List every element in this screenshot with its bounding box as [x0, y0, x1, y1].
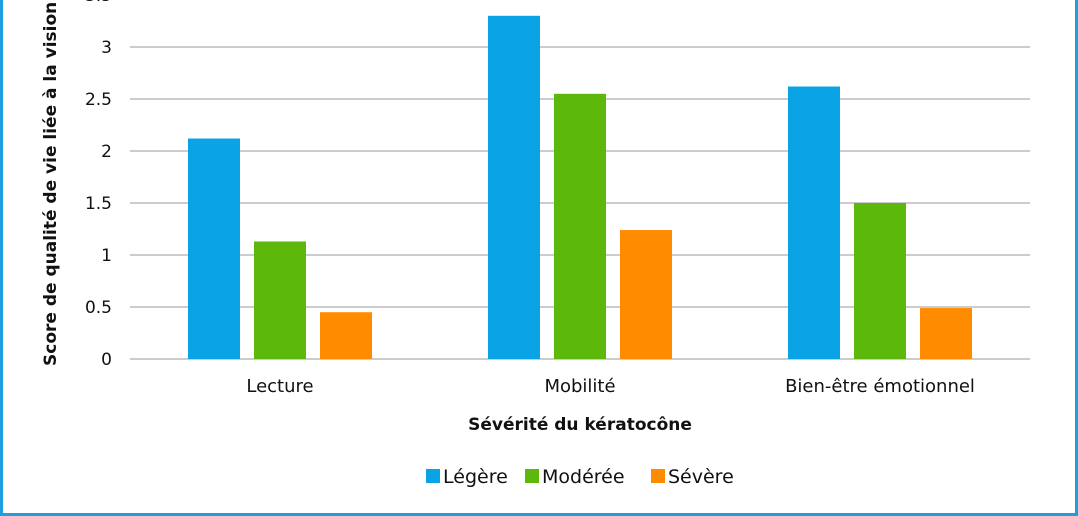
bar-severe: [620, 230, 672, 359]
bar-moderee: [254, 241, 306, 359]
legend-swatch: [525, 469, 539, 483]
legend-label: Modérée: [542, 466, 625, 488]
y-tick-label: 2.5: [85, 90, 112, 110]
y-tick-label: 0: [101, 350, 112, 370]
legend-swatch: [426, 469, 440, 483]
y-tick-label: 1: [101, 246, 112, 266]
bar-legere: [188, 138, 240, 359]
legend: Légère Modérée Sévère: [426, 466, 734, 488]
legend-label: Légère: [443, 466, 508, 488]
y-tick-label: 0.5: [85, 298, 112, 318]
bar-moderee: [854, 203, 906, 359]
y-tick-label: 1.5: [85, 194, 112, 214]
y-tick-label: 3: [101, 38, 112, 58]
bar-moderee: [554, 93, 606, 360]
y-tick-label: 3.5: [85, 0, 112, 6]
category-label: Mobilité: [544, 376, 615, 397]
bar-legere: [788, 86, 840, 360]
y-tick-label: 2: [101, 142, 112, 162]
y-tick-labels: 0 0.5 1 1.5 2 2.5 3 3.5: [85, 0, 112, 370]
x-axis-title: Sévérité du kératocône: [468, 415, 692, 435]
legend-swatch: [651, 469, 665, 483]
bar-legere: [488, 15, 540, 360]
category-label: Bien-être émotionnel: [785, 376, 975, 397]
category-label: Lecture: [246, 376, 313, 397]
category-labels: Lecture Mobilité Bien-être émotionnel: [246, 376, 975, 397]
bars: [188, 15, 972, 360]
bar-severe: [320, 312, 372, 359]
legend-label: Sévère: [668, 466, 734, 488]
y-axis-title: Score de qualité de vie liée à la vision: [41, 2, 61, 366]
bar-severe: [920, 308, 972, 359]
